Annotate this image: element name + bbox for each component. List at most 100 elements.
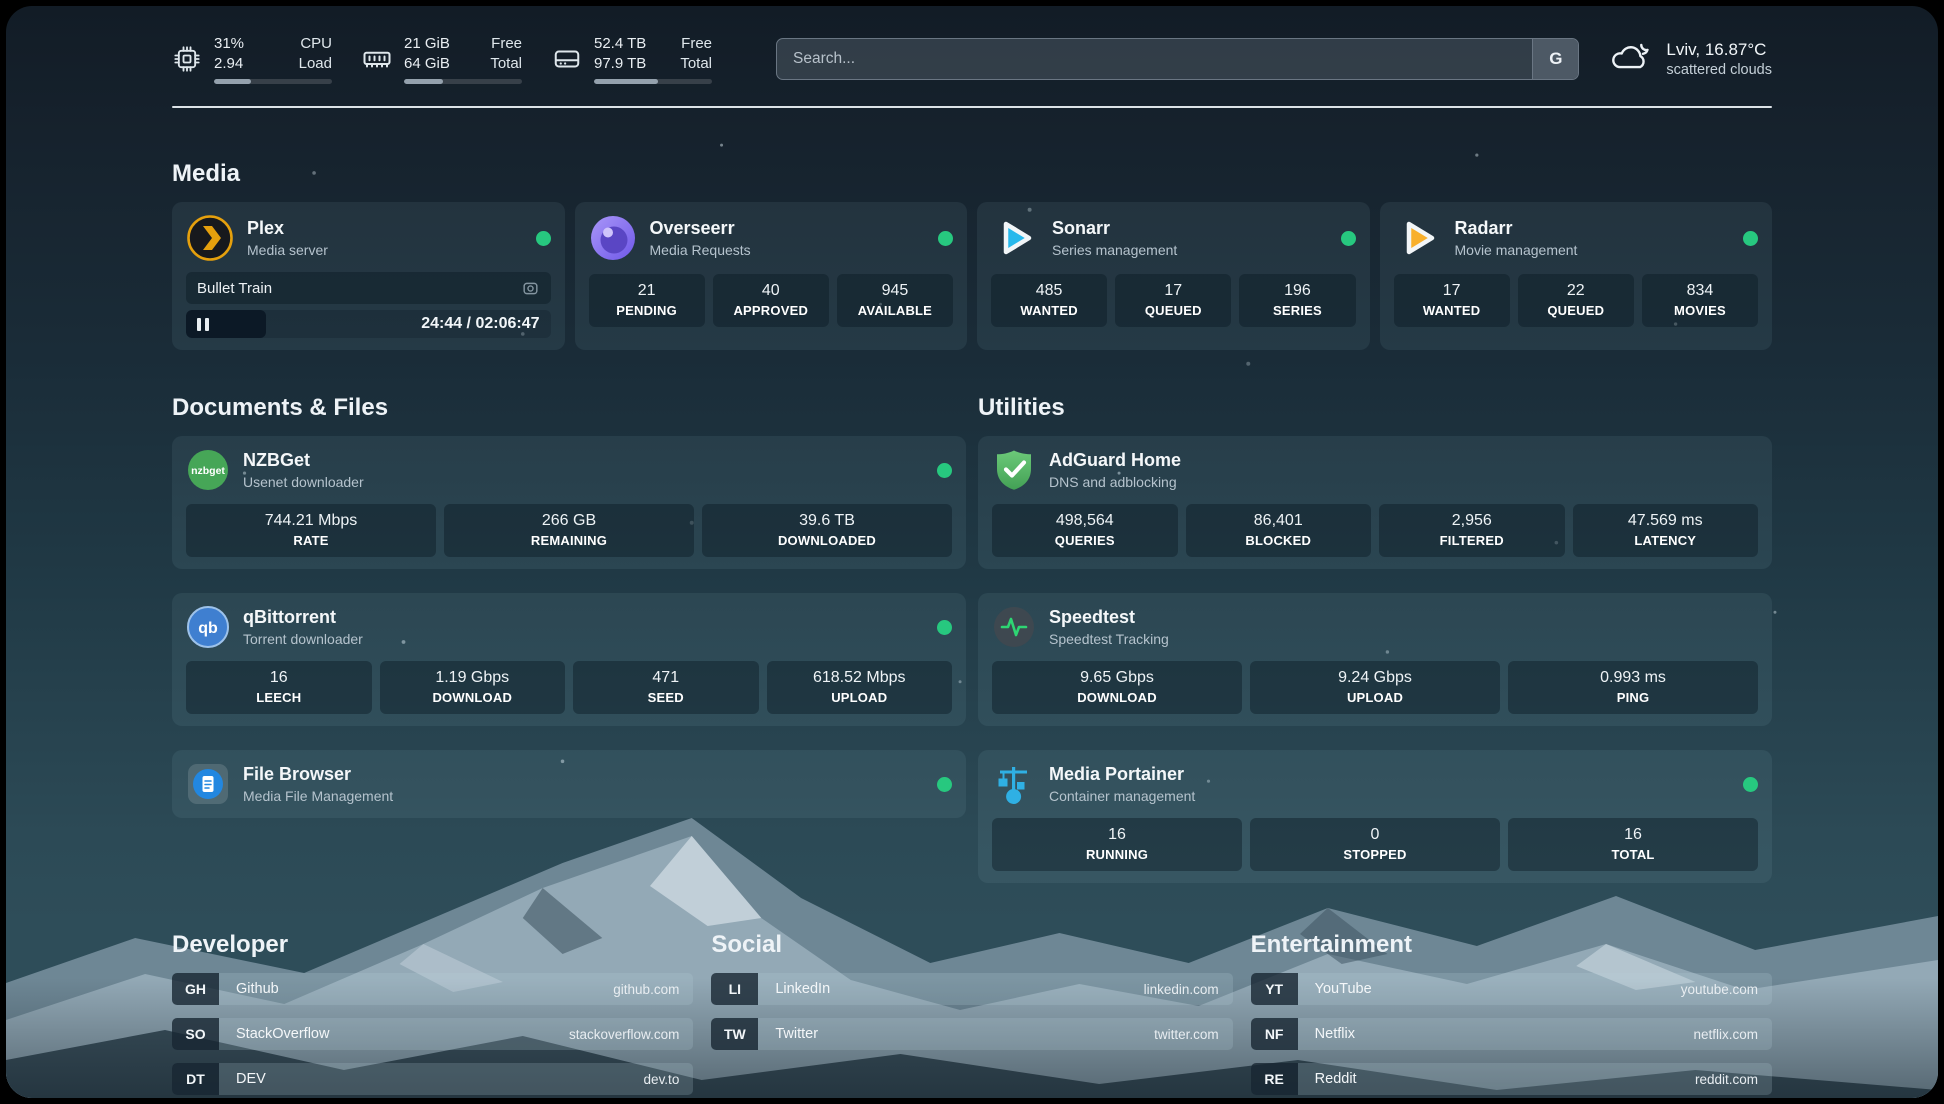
bookmark-url: twitter.com: [1154, 1026, 1219, 1042]
search-input[interactable]: [777, 39, 1533, 79]
disk-stat-widget: 52.4 TB 97.9 TB Free Total: [552, 34, 712, 84]
bookmark-abbr: LI: [711, 973, 759, 1005]
stat-box-available: 945 AVAILABLE: [836, 274, 954, 327]
bookmark-name: Netflix: [1314, 1026, 1355, 1042]
bookmark-name: Github: [236, 981, 279, 997]
app-card-portainer[interactable]: Media Portainer Container management 16 …: [978, 750, 1772, 883]
bookmark-linkedin[interactable]: LI LinkedIn linkedin.com: [711, 973, 1233, 1005]
section-title-developer: Developer: [172, 931, 289, 958]
stat-box-download: 1.19 Gbps DOWNLOAD: [379, 661, 565, 714]
section-title-utilities: Utilities: [978, 394, 1065, 421]
section-title-documents: Documents & Files: [172, 394, 389, 421]
portainer-icon: [992, 762, 1036, 806]
app-subtitle: DNS and adblocking: [1049, 474, 1177, 491]
dashboard-screen: 31% 2.94 CPU Load: [6, 6, 1938, 1098]
bookmark-name: StackOverflow: [236, 1026, 330, 1042]
section-utilities: Utilities: [978, 394, 1772, 883]
bookmark-name: Twitter: [775, 1026, 819, 1042]
stat-box-approved: 40 APPROVED: [712, 274, 829, 327]
svg-text:nzbget: nzbget: [191, 465, 225, 477]
stat-box-pending: 21 PENDING: [588, 274, 705, 327]
bookmark-url: github.com: [613, 981, 680, 997]
bookmark-url: stackoverflow.com: [569, 1026, 680, 1042]
stat-box-remaining: 266 GB REMAINING: [444, 504, 694, 557]
bookmark-youtube[interactable]: YT YouTube youtube.com: [1250, 973, 1772, 1005]
bookmark-abbr: DT: [172, 1063, 219, 1095]
disk-usage-bar: [594, 79, 712, 84]
playback-progress-bar[interactable]: 24:44 / 02:06:47: [186, 310, 551, 338]
adguard-icon: [992, 448, 1036, 492]
app-card-filebrowser[interactable]: File Browser Media File Management: [172, 750, 966, 818]
overseerr-icon: [589, 214, 637, 262]
stat-box-series: 196 SERIES: [1239, 274, 1356, 327]
disk-labels: Free Total: [680, 35, 712, 72]
stat-box-queued: 22 QUEUED: [1517, 274, 1634, 327]
stat-box-running: 16 RUNNING: [992, 818, 1242, 871]
bookmark-name: DEV: [236, 1071, 266, 1087]
stat-box-wanted: 485 WANTED: [991, 274, 1108, 327]
section-entertainment: Entertainment YT YouTube youtube.com NF …: [1250, 931, 1772, 1098]
bookmark-github[interactable]: GH Github github.com: [172, 973, 694, 1005]
section-developer: Developer GH Github github.com SO StackO…: [172, 931, 694, 1098]
app-subtitle: Media Requests: [649, 242, 751, 259]
section-media: Media Plex Media server: [172, 160, 1772, 350]
bookmark-twitter[interactable]: TW Twitter twitter.com: [711, 1018, 1233, 1050]
bookmark-url: linkedin.com: [1143, 981, 1219, 997]
stat-box-wanted: 17 WANTED: [1393, 274, 1510, 327]
section-social: Social LI LinkedIn linkedin.com TW Twitt…: [711, 931, 1233, 1098]
video-session-icon[interactable]: [521, 279, 540, 298]
bookmark-abbr: GH: [172, 973, 219, 1005]
now-playing-title: Bullet Train: [197, 279, 273, 297]
app-name: Plex: [247, 217, 285, 238]
app-card-radarr[interactable]: Radarr Movie management 17 WANTED 22 QUE…: [1379, 202, 1772, 350]
app-card-sonarr[interactable]: Sonarr Series management 485 WANTED 17 Q…: [977, 202, 1370, 350]
stat-box-queued: 17 QUEUED: [1115, 274, 1232, 327]
top-bar: 31% 2.94 CPU Load: [172, 6, 1772, 84]
stat-box-movies: 834 MOVIES: [1641, 274, 1759, 327]
stat-box-leech: 16 LEECH: [186, 661, 372, 714]
app-name: Radarr: [1454, 217, 1513, 238]
app-card-plex[interactable]: Plex Media server Bullet Train: [172, 202, 565, 350]
section-documents: Documents & Files nzbget NZBGet: [172, 394, 966, 883]
app-name: Media Portainer: [1049, 763, 1185, 784]
qbittorrent-icon: qb: [186, 605, 230, 649]
app-card-qbittorrent[interactable]: qb qBittorrent Torrent downloader 16: [172, 593, 966, 726]
bookmark-url: youtube.com: [1680, 981, 1758, 997]
stat-box-queries: 498,564 QUERIES: [992, 504, 1178, 557]
stat-box-download: 9.65 Gbps DOWNLOAD: [992, 661, 1242, 714]
bookmark-stackoverflow[interactable]: SO StackOverflow stackoverflow.com: [172, 1018, 694, 1050]
weather-location-temp: Lviv, 16.87°C: [1666, 40, 1767, 59]
speedtest-icon: [992, 605, 1036, 649]
bookmark-abbr: NF: [1250, 1018, 1298, 1050]
status-online-dot: [938, 230, 953, 246]
app-subtitle: Movie management: [1454, 242, 1578, 259]
cpu-stat-widget: 31% 2.94 CPU Load: [172, 34, 332, 84]
disk-icon: [552, 44, 582, 74]
sonarr-icon: [991, 214, 1039, 262]
app-name: qBittorrent: [243, 606, 336, 627]
section-title-social: Social: [711, 931, 783, 958]
bookmark-name: YouTube: [1314, 981, 1372, 997]
search-engine-button[interactable]: G: [1532, 39, 1579, 79]
app-card-adguard[interactable]: AdGuard Home DNS and adblocking 498,564 …: [978, 436, 1772, 569]
weather-widget[interactable]: Lviv, 16.87°C scattered clouds: [1609, 40, 1772, 79]
status-online-dot: [937, 462, 952, 478]
app-name: Overseerr: [649, 217, 735, 238]
bookmark-name: Reddit: [1314, 1071, 1357, 1087]
app-card-speedtest[interactable]: Speedtest Speedtest Tracking 9.65 Gbps D…: [978, 593, 1772, 726]
bookmark-netflix[interactable]: NF Netflix netflix.com: [1250, 1018, 1772, 1050]
app-card-nzbget[interactable]: nzbget NZBGet Usenet downloader 744.21 M…: [172, 436, 966, 569]
status-online-dot: [937, 776, 952, 792]
ram-icon: [362, 44, 392, 74]
bookmark-abbr: YT: [1250, 973, 1298, 1005]
cpu-usage-bar: [214, 79, 332, 84]
bookmark-reddit[interactable]: RE Reddit reddit.com: [1250, 1063, 1772, 1095]
now-playing-row: Bullet Train: [186, 272, 551, 304]
app-card-overseerr[interactable]: Overseerr Media Requests 21 PENDING 40 A…: [574, 202, 967, 350]
bookmark-dev[interactable]: DT DEV dev.to: [172, 1063, 694, 1095]
stat-box-upload: 618.52 Mbps UPLOAD: [766, 661, 952, 714]
app-name: Sonarr: [1052, 217, 1111, 238]
app-subtitle: Container management: [1049, 788, 1196, 805]
pause-icon[interactable]: [197, 317, 209, 331]
bookmark-abbr: TW: [711, 1018, 759, 1050]
